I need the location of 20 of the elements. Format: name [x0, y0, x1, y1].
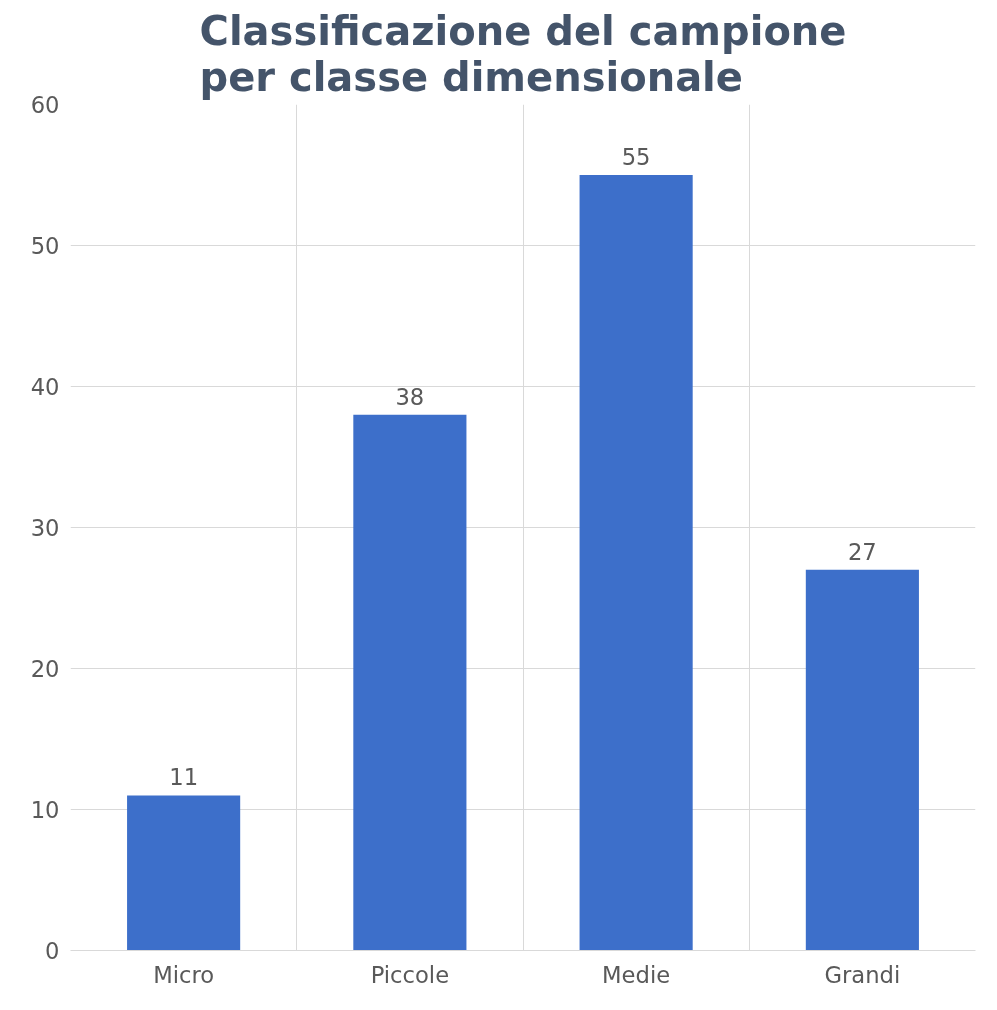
bar	[353, 414, 467, 951]
x-tick-label: Micro	[153, 961, 215, 988]
y-tick-label: 10	[30, 797, 60, 823]
x-tick-label: Grandi	[824, 961, 901, 988]
y-tick-label: 0	[45, 938, 60, 964]
data-label: 27	[847, 538, 877, 565]
bar	[127, 795, 241, 951]
chart-title: Classificazione del campione per classe dimensionale	[199, 7, 847, 100]
data-label: 11	[169, 764, 199, 791]
y-tick-label: 40	[30, 374, 60, 400]
y-tick-label: 60	[30, 92, 60, 118]
data-label: 55	[621, 144, 651, 170]
y-tick-label: 50	[30, 233, 60, 259]
x-tick-label: Piccole	[370, 961, 450, 988]
y-tick-label: 30	[30, 515, 60, 541]
y-tick-label: 20	[30, 656, 60, 682]
x-tick-label: Medie	[602, 961, 671, 988]
data-label: 38	[395, 383, 425, 410]
bar	[579, 175, 693, 951]
bar	[805, 569, 919, 951]
